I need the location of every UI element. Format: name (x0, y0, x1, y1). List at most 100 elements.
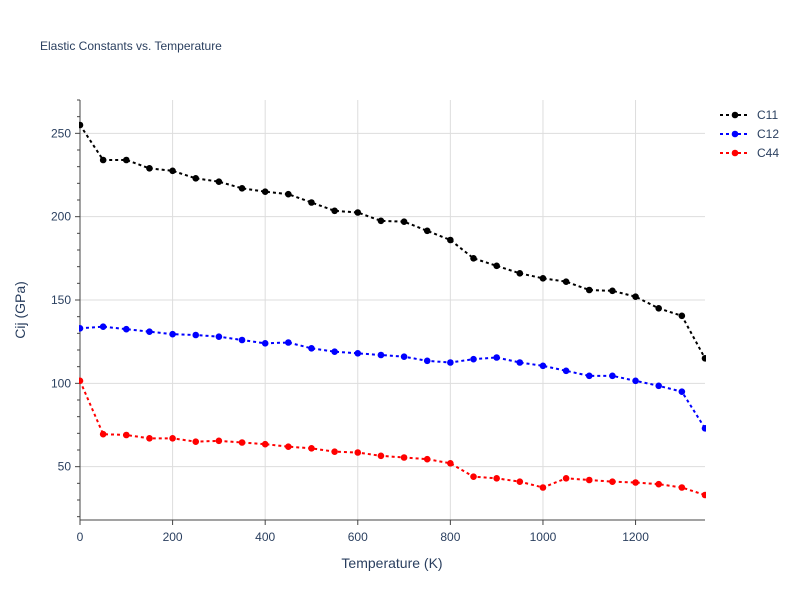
y-axis-title: Cij (GPa) (12, 281, 28, 339)
data-point-c11 (470, 255, 477, 262)
data-point-c11 (539, 275, 547, 282)
data-point-c11 (585, 286, 593, 294)
data-point-c12 (122, 325, 130, 333)
data-point-c44 (146, 435, 153, 442)
legend-label-c44: C44 (757, 146, 779, 160)
data-point-c44 (261, 440, 269, 448)
data-point-c11 (331, 207, 338, 215)
data-point-c12 (447, 359, 454, 366)
data-point-c44 (308, 445, 315, 452)
legend-label-c12: C12 (757, 127, 779, 141)
data-point-c44 (701, 491, 706, 499)
y-tick-label: 150 (51, 293, 71, 307)
data-point-c12 (146, 328, 153, 335)
x-tick-label: 600 (348, 530, 368, 544)
data-point-c44 (285, 443, 292, 450)
data-point-c44 (215, 437, 223, 445)
data-point-c44 (516, 478, 524, 485)
data-point-c44 (423, 455, 431, 463)
data-point-c12 (79, 325, 84, 332)
data-point-c11 (238, 185, 246, 192)
data-point-c11 (632, 293, 639, 300)
y-tick-label: 100 (51, 376, 71, 390)
legend: C11 C12 C44 (720, 108, 779, 160)
data-point-c44 (539, 484, 547, 491)
data-point-c12 (308, 345, 315, 352)
data-point-c12 (99, 323, 107, 330)
data-point-c44 (79, 377, 84, 385)
series-line-c44 (79, 380, 706, 496)
data-point-c44 (377, 452, 385, 460)
plot-area (79, 121, 706, 499)
data-point-c44 (354, 449, 362, 456)
data-point-c11 (423, 227, 431, 235)
data-point-c44 (400, 454, 408, 461)
data-point-c12 (238, 336, 246, 344)
data-point-c12 (493, 354, 500, 361)
data-point-c11 (308, 199, 315, 206)
y-tick-label: 50 (58, 460, 72, 474)
data-point-c44 (678, 484, 686, 491)
data-point-c11 (285, 190, 292, 198)
data-point-c12 (377, 351, 385, 359)
data-point-c12 (516, 359, 524, 366)
legend-marker-c11 (731, 111, 739, 119)
data-point-c11 (493, 262, 500, 270)
data-point-c44 (655, 480, 663, 488)
data-point-c11 (79, 121, 84, 129)
axes: 0 200 400 600 800 1000 1200 50 100 150 200 250 (51, 99, 705, 544)
data-point-c12 (192, 331, 200, 339)
data-point-c12 (400, 353, 408, 360)
data-point-c11 (400, 218, 408, 225)
data-point-c11 (516, 270, 524, 277)
data-point-c11 (169, 167, 176, 175)
legend-marker-c44 (731, 149, 739, 157)
data-point-c12 (655, 382, 663, 390)
data-point-c11 (122, 156, 130, 164)
data-point-c11 (609, 287, 616, 295)
data-point-c12 (701, 425, 706, 432)
x-tick-label: 800 (440, 530, 460, 544)
y-tick-label: 200 (51, 210, 71, 224)
data-point-c44 (99, 430, 107, 438)
data-point-c44 (470, 473, 477, 480)
data-point-c12 (562, 367, 570, 375)
x-tick-label: 1000 (530, 530, 557, 544)
grid (80, 100, 705, 520)
data-point-c11 (701, 355, 706, 362)
data-point-c44 (169, 435, 176, 442)
data-point-c12 (169, 330, 176, 338)
data-point-c12 (354, 350, 362, 357)
x-tick-label: 400 (255, 530, 275, 544)
data-point-c44 (632, 479, 639, 486)
x-axis-title: Temperature (K) (341, 555, 442, 571)
data-point-c44 (585, 476, 593, 484)
legend-marker-c12 (731, 130, 739, 138)
data-point-c44 (609, 478, 616, 485)
y-tick-label: 250 (51, 126, 71, 140)
chart-title: Elastic Constants vs. Temperature (40, 39, 222, 53)
data-point-c12 (261, 340, 269, 347)
data-point-c12 (215, 333, 223, 340)
data-point-c11 (261, 188, 269, 195)
data-point-c44 (238, 439, 246, 446)
data-point-c12 (423, 357, 431, 365)
data-point-c11 (146, 165, 153, 172)
data-point-c11 (447, 236, 454, 244)
data-point-c12 (331, 348, 338, 355)
data-point-c12 (678, 388, 686, 395)
data-point-c12 (470, 355, 477, 363)
data-point-c12 (285, 339, 292, 346)
series-line-c12 (79, 325, 706, 429)
data-point-c12 (632, 377, 639, 385)
data-point-c11 (99, 156, 107, 164)
data-point-c44 (331, 448, 338, 455)
data-point-c11 (377, 217, 385, 225)
data-point-c44 (562, 475, 570, 482)
series-line-c11 (79, 124, 706, 359)
legend-label-c11: C11 (757, 108, 778, 122)
data-point-c11 (655, 305, 663, 312)
data-point-c44 (192, 438, 200, 445)
